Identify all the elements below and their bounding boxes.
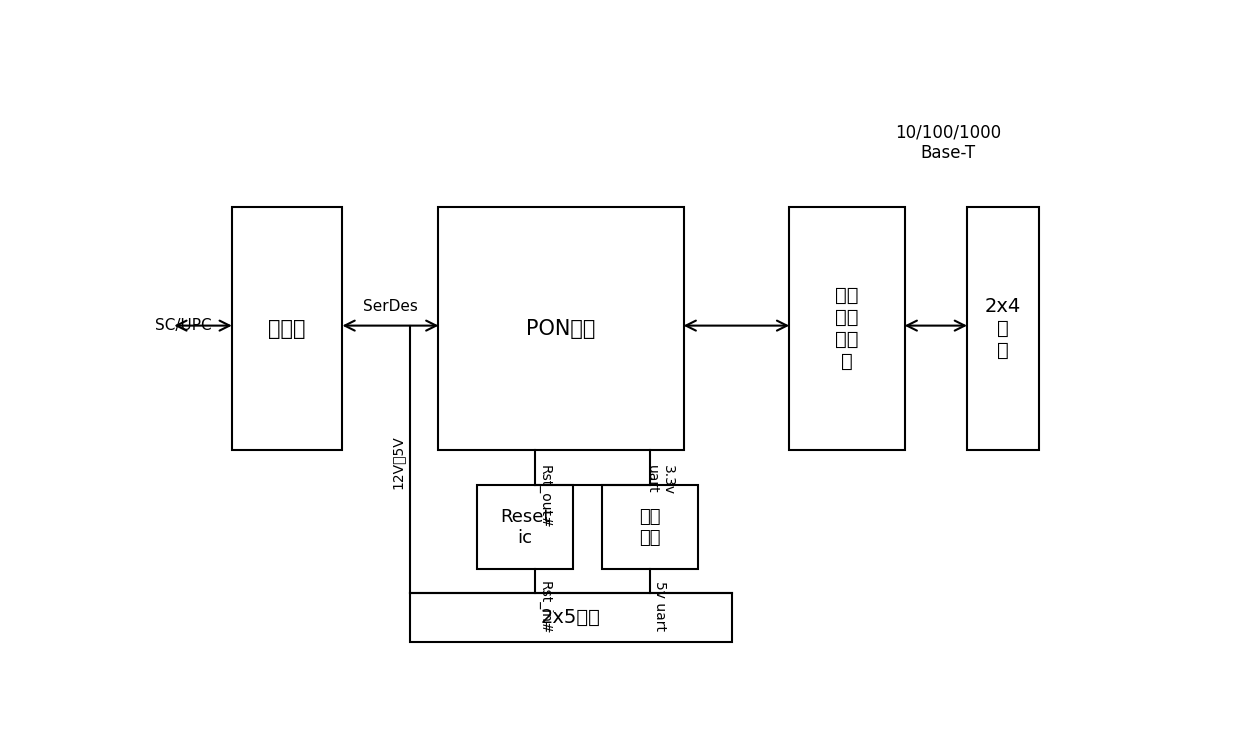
Text: 12V、5V: 12V、5V	[391, 435, 404, 489]
Text: SerDes: SerDes	[363, 299, 418, 314]
Bar	[232, 207, 342, 450]
Text: 2x5插座: 2x5插座	[541, 608, 600, 627]
Text: 千兆
网络
变压
器: 千兆 网络 变压 器	[836, 286, 858, 371]
Bar	[477, 486, 573, 569]
Bar	[967, 207, 1039, 450]
Text: 3.3v
uart: 3.3v uart	[645, 465, 675, 495]
Text: Rst_in#: Rst_in#	[537, 581, 552, 635]
Bar	[409, 593, 732, 642]
Bar	[439, 207, 683, 450]
Text: Rst_out#: Rst_out#	[537, 465, 552, 529]
Text: 光模块: 光模块	[268, 318, 306, 339]
Text: Reset
ic: Reset ic	[500, 508, 551, 547]
Text: 5v uart: 5v uart	[652, 581, 667, 631]
Text: PON芯片: PON芯片	[526, 318, 595, 339]
Bar	[789, 207, 904, 450]
Bar	[601, 486, 698, 569]
Text: SC/UPC: SC/UPC	[155, 318, 212, 333]
Text: 10/100/1000
Base-T: 10/100/1000 Base-T	[895, 124, 1001, 162]
Text: 2x4
插
座: 2x4 插 座	[985, 297, 1022, 360]
Text: 电平
转换: 电平 转换	[639, 508, 661, 547]
